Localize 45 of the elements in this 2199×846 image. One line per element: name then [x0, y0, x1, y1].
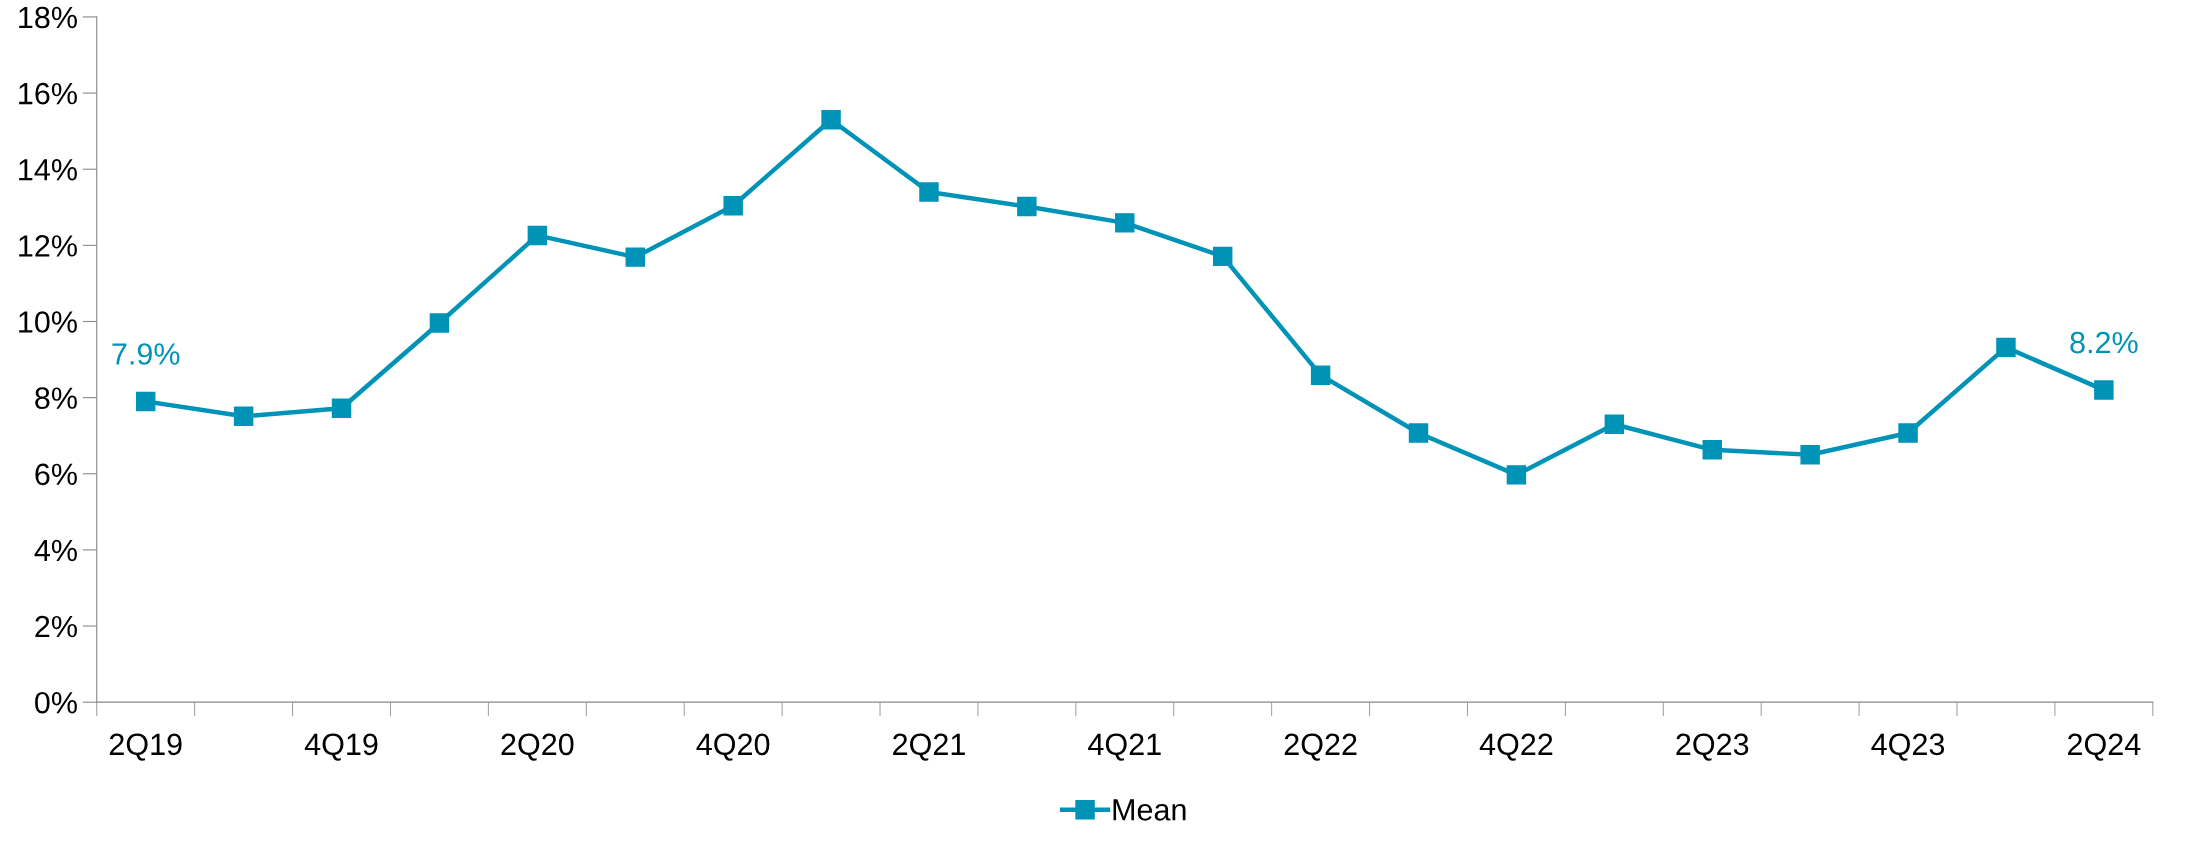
point [233, 406, 254, 426]
point [1604, 414, 1625, 434]
x-tick-label: 2Q19 [109, 733, 182, 761]
x-tick-label: 4Q20 [696, 733, 770, 761]
x-tick-label: 4Q21 [1088, 733, 1161, 761]
y-tick-label: 12% [19, 235, 77, 257]
y-tick-label: 0% [35, 691, 77, 714]
point [723, 196, 743, 216]
point [1115, 213, 1135, 233]
point [527, 225, 548, 246]
data-label: 8.2% [2070, 331, 2138, 354]
point [919, 182, 939, 202]
point [1310, 365, 1331, 385]
x-tick-label: 2Q23 [1676, 733, 1749, 761]
point [821, 109, 841, 130]
x-tick-label: 4Q22 [1479, 733, 1553, 761]
point [1212, 246, 1233, 267]
x-tick-label: 2Q20 [501, 733, 574, 761]
x-tick-label: 2Q24 [2068, 733, 2141, 761]
point [2094, 380, 2114, 400]
y-tick-label: 2% [35, 615, 77, 638]
y-tick-label: 18% [19, 6, 77, 29]
point [135, 391, 156, 412]
y-tick-label: 6% [35, 463, 77, 486]
point [1898, 423, 1918, 443]
point [625, 247, 645, 267]
point [1017, 196, 1037, 217]
point [1702, 440, 1722, 460]
y-tick-label: 8% [35, 387, 77, 409]
data-label: 7.9% [112, 343, 180, 365]
x-tick-label: 2Q22 [1284, 733, 1357, 761]
y-tick-label: 14% [19, 159, 77, 181]
point [1408, 423, 1429, 443]
legend-label: Mean [1113, 799, 1186, 821]
point [1506, 465, 1527, 485]
x-tick-label: 2Q21 [893, 733, 965, 761]
point [429, 313, 450, 333]
y-tick-label: 16% [19, 82, 77, 105]
point [1800, 445, 1820, 465]
y-tick-label: 10% [19, 311, 77, 333]
point [331, 398, 352, 419]
point [1996, 337, 2016, 358]
y-tick-label: 4% [34, 539, 77, 562]
x-tick-label: 4Q23 [1871, 733, 1945, 761]
x-tick-label: 4Q19 [304, 733, 378, 761]
